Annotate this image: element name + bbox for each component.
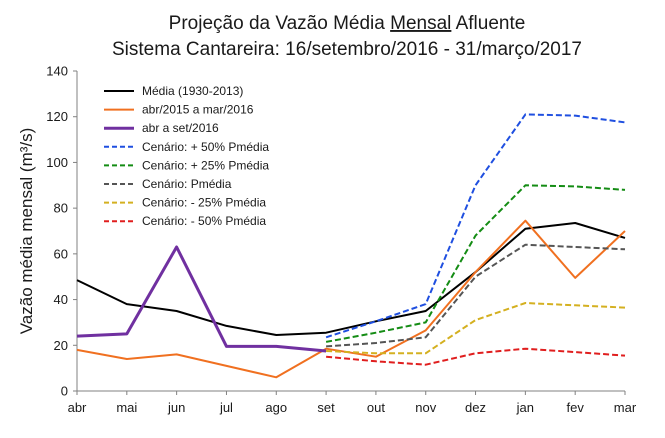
chart-title-line2: Sistema Cantareira: 16/setembro/2016 - 3…: [112, 39, 582, 60]
y-tick-label: 80: [54, 201, 68, 216]
x-tick-label: set: [317, 400, 335, 415]
x-tick-label: abr: [68, 400, 87, 415]
series-line-5: [325, 184, 626, 343]
y-tick-label: 100: [46, 155, 68, 170]
series-line-2: [76, 219, 626, 379]
series-line-3: [76, 245, 327, 353]
legend-entry-8: Cenário: - 50% Pmédia: [142, 214, 266, 228]
legend: Média (1930-2013) abr/2015 a mar/2016 abr …: [104, 84, 269, 228]
y-tick-label: 40: [54, 292, 68, 307]
series-layer: [76, 113, 626, 379]
legend-entry-2: abr/2015 a mar/2016: [142, 103, 254, 117]
legend-entry-7: Cenário: - 25% Pmédia: [142, 196, 266, 210]
series-line-7: [326, 302, 626, 355]
legend-entry-6: Cenário: Pmédia: [142, 177, 232, 191]
x-tick-label: ago: [265, 400, 287, 415]
x-tick-label: jul: [219, 400, 233, 415]
x-tick-label: out: [367, 400, 385, 415]
series-line-8: [326, 347, 626, 366]
chart-title-line1: Projeção da Vazão Média Mensal Afluente: [169, 13, 526, 34]
y-tick-label: 20: [54, 338, 68, 353]
series-line-4: [325, 113, 626, 339]
y-tick-label: 0: [61, 384, 68, 399]
x-tick-label: fev: [567, 400, 585, 415]
series-line-1: [76, 222, 626, 336]
x-tick-label: jun: [167, 400, 185, 415]
x-tick-label: nov: [415, 400, 436, 415]
y-tick-label: 60: [54, 246, 68, 261]
y-tick-label: 120: [46, 109, 68, 124]
y-axis-label: Vazão média mensal (m³/s): [17, 128, 36, 335]
x-tick-label: jan: [516, 400, 534, 415]
legend-entry-3: abr a set/2016: [142, 121, 219, 135]
x-tick-label: dez: [465, 400, 486, 415]
y-tick-label: 140: [46, 64, 68, 79]
legend-entry-4: Cenário: + 50% Pmédia: [142, 140, 269, 154]
series-line-6: [326, 243, 626, 348]
axes: 0 20 40 60 80 100 120 140 abr mai jun jul ago set out n…: [46, 64, 637, 416]
legend-entry-1: Média (1930-2013): [142, 84, 243, 98]
x-tick-label: mai: [116, 400, 137, 415]
x-tick-label: mar: [614, 400, 637, 415]
legend-entry-5: Cenário: + 25% Pmédia: [142, 158, 269, 172]
